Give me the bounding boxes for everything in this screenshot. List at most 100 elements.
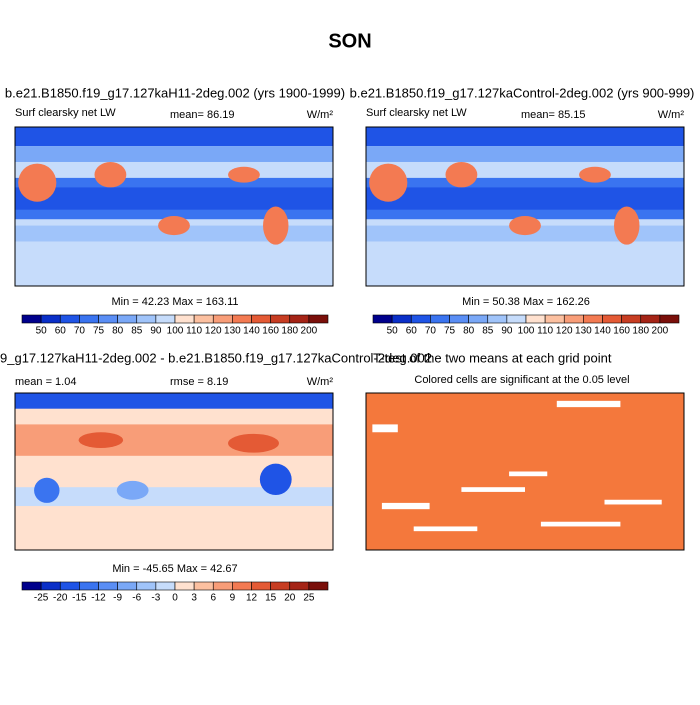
colorbar-label: 140: [594, 326, 611, 337]
colorbar-cell: [174, 314, 195, 324]
colorbar-cell: [232, 314, 252, 324]
colorbar-cell: [155, 314, 176, 324]
map-band: [15, 146, 333, 162]
map-patch: [94, 161, 127, 188]
colorbar-label: 100: [518, 326, 535, 337]
colorbar-label: 9: [230, 593, 236, 604]
colorbar-cell: [59, 314, 80, 324]
rmse-label: rmse = 8.19: [170, 376, 228, 388]
colorbar-cell: [21, 314, 42, 324]
colorbar-label: 85: [482, 326, 494, 337]
map-band: [366, 127, 684, 147]
minmax-label: Min = 42.23 Max = 163.11: [112, 296, 239, 308]
panel-header: T-test of the two means at each grid poi…: [373, 350, 612, 365]
colorbar-label: 50: [36, 326, 48, 337]
colorbar-cell: [251, 314, 271, 324]
map-frame: [365, 126, 685, 287]
colorbar-label: -12: [91, 593, 106, 604]
colorbar-cell: [468, 314, 489, 324]
colorbar-cell: [136, 581, 157, 591]
colorbar-label: 75: [444, 326, 456, 337]
units-label: W/m²: [307, 109, 334, 121]
map-frame: [365, 392, 685, 551]
map-patch: [509, 216, 541, 236]
panel-header: b.e21.B1850.f19_g17.127kaH11-2deg.002 (y…: [5, 85, 345, 100]
colorbar-cell: [372, 314, 393, 324]
map: [366, 127, 684, 286]
colorbar-label: 100: [167, 326, 184, 337]
colorbar-cell: [79, 581, 99, 591]
map-patch: [228, 166, 260, 183]
map-patch: [369, 163, 408, 202]
colorbar-label: 70: [74, 326, 86, 337]
map-patch: [372, 424, 398, 433]
colorbar-cell: [563, 314, 584, 324]
colorbar-label: 160: [613, 326, 630, 337]
colorbar-cell: [391, 314, 412, 324]
colorbar-cell: [59, 581, 80, 591]
map-patch: [228, 433, 279, 453]
colorbar-label: 120: [205, 326, 222, 337]
colorbar-cell: [583, 314, 603, 324]
map-band: [15, 487, 333, 507]
figure-title: SON: [328, 30, 371, 52]
colorbar-cell: [251, 581, 271, 591]
colorbar-cell: [270, 581, 291, 591]
colorbar-label: -9: [113, 593, 122, 604]
colorbar-cell: [289, 314, 310, 324]
colorbar-cell: [193, 314, 214, 324]
colorbar-label: 85: [131, 326, 143, 337]
colorbar-label: 130: [575, 326, 592, 337]
colorbar-cell: [621, 314, 642, 324]
variable-name: Surf clearsky net LW: [15, 107, 116, 119]
map-patch: [540, 521, 621, 527]
colorbar-cell: [544, 314, 565, 324]
colorbar-label: 60: [406, 326, 418, 337]
colorbar-label: 12: [246, 593, 258, 604]
colorbar-cell: [40, 314, 61, 324]
variable-name: Surf clearsky net LW: [366, 107, 467, 119]
map-patch: [614, 206, 640, 245]
map-patch: [116, 480, 149, 500]
significance-note: Colored cells are significant at the 0.0…: [414, 374, 629, 386]
map-patch: [381, 502, 430, 510]
colorbar-label: 110: [186, 326, 202, 337]
mean-label: mean= 85.15: [521, 109, 586, 121]
colorbar-cell: [640, 314, 661, 324]
panel-header: 9_g17.127kaH11-2deg.002 - b.e21.B1850.f1…: [0, 350, 432, 365]
colorbar-cell: [308, 314, 329, 324]
colorbar-cell: [602, 314, 622, 324]
colorbar-label: -3: [151, 593, 160, 604]
colorbar-cell: [212, 581, 233, 591]
colorbar-label: 75: [93, 326, 105, 337]
colorbar-cell: [117, 581, 138, 591]
map-band: [15, 187, 333, 210]
colorbar-cell: [155, 581, 176, 591]
colorbar-label: -6: [132, 593, 141, 604]
map: [366, 393, 684, 550]
colorbar-cell: [193, 581, 214, 591]
colorbar-label: 6: [210, 593, 216, 604]
colorbar-label: -25: [34, 593, 49, 604]
map-patch: [413, 526, 478, 532]
colorbar-cell: [232, 581, 252, 591]
colorbar-label: 200: [301, 326, 318, 337]
colorbar-cell: [212, 314, 233, 324]
colorbar-cell: [40, 581, 61, 591]
colorbar-label: 50: [387, 326, 399, 337]
colorbar-cell: [136, 314, 157, 324]
colorbar-label: -20: [53, 593, 68, 604]
map-band: [366, 187, 684, 210]
colorbar-cell: [430, 314, 450, 324]
map-patch: [18, 163, 57, 202]
minmax-label: Min = -45.65 Max = 42.67: [112, 563, 237, 575]
panel-header: b.e21.B1850.f19_g17.127kaControl-2deg.00…: [350, 85, 695, 100]
colorbar-cell: [487, 314, 508, 324]
colorbar-cell: [270, 314, 291, 324]
colorbar-label: 180: [281, 326, 298, 337]
map-band: [15, 424, 333, 456]
colorbar-label: 90: [501, 326, 513, 337]
colorbar-label: 70: [425, 326, 437, 337]
colorbar-cell: [79, 314, 99, 324]
